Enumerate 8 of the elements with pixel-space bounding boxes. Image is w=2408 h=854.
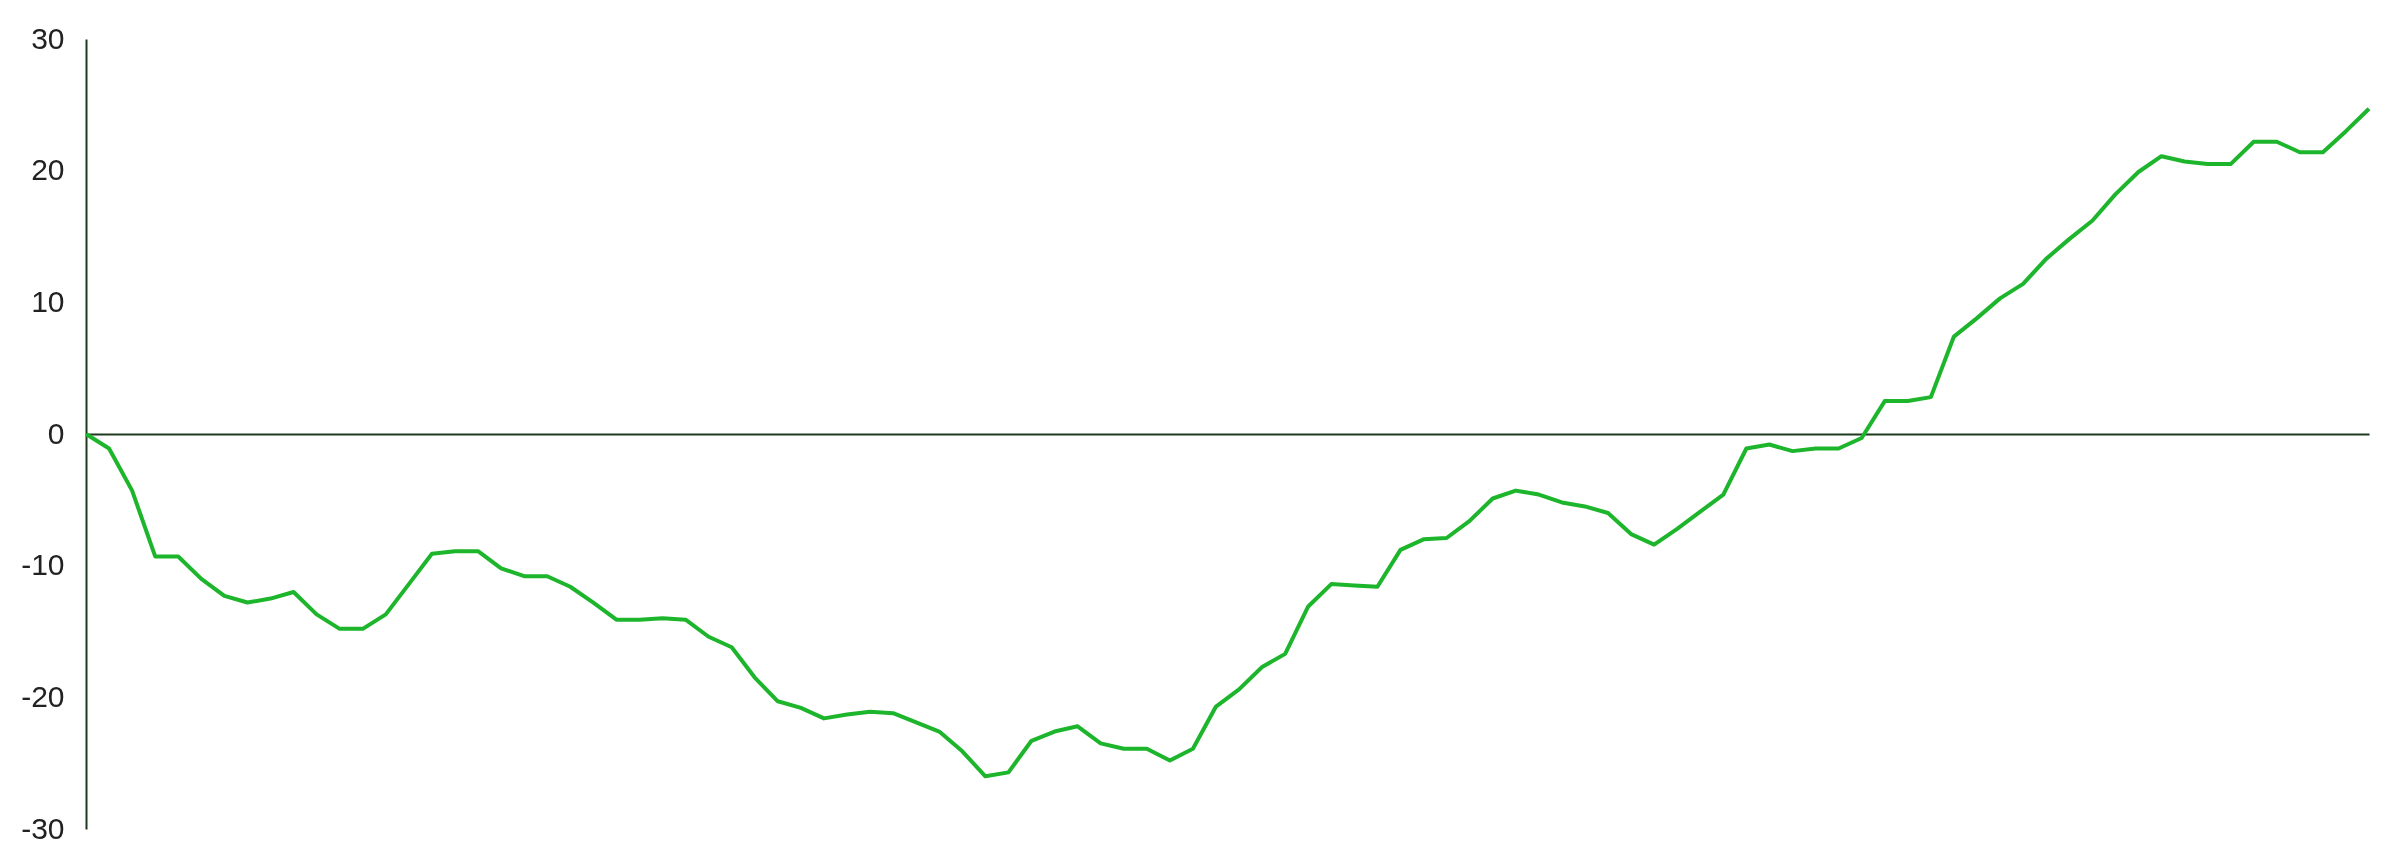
- y-tick-label: 0: [47, 416, 65, 450]
- y-tick-label: -30: [21, 811, 65, 845]
- y-tick-label: 10: [31, 284, 65, 318]
- y-tick-label: 30: [31, 21, 65, 55]
- y-tick-label: -10: [21, 548, 65, 582]
- line-series: [84, 106, 2371, 779]
- y-tick-label: -20: [21, 679, 65, 713]
- y-tick-label: 20: [31, 153, 65, 187]
